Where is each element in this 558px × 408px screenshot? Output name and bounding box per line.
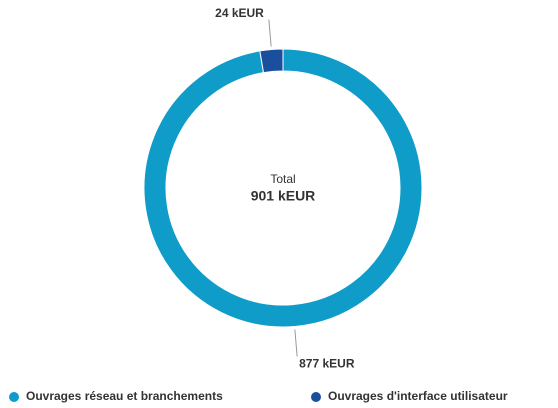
data-label: 877 kEUR bbox=[299, 357, 355, 371]
legend-marker bbox=[311, 392, 321, 402]
data-label: 24 kEUR bbox=[215, 6, 264, 20]
leader-line bbox=[294, 329, 298, 357]
legend-label: Ouvrages réseau et branchements bbox=[26, 389, 223, 403]
legend-marker bbox=[9, 392, 19, 402]
center-title: Total bbox=[270, 172, 295, 186]
center-total: 901 kEUR bbox=[251, 188, 316, 204]
leader-line bbox=[268, 19, 272, 47]
donut-slice bbox=[143, 48, 423, 328]
legend-label: Ouvrages d'interface utilisateur bbox=[328, 389, 508, 403]
donut-slice bbox=[259, 48, 284, 74]
